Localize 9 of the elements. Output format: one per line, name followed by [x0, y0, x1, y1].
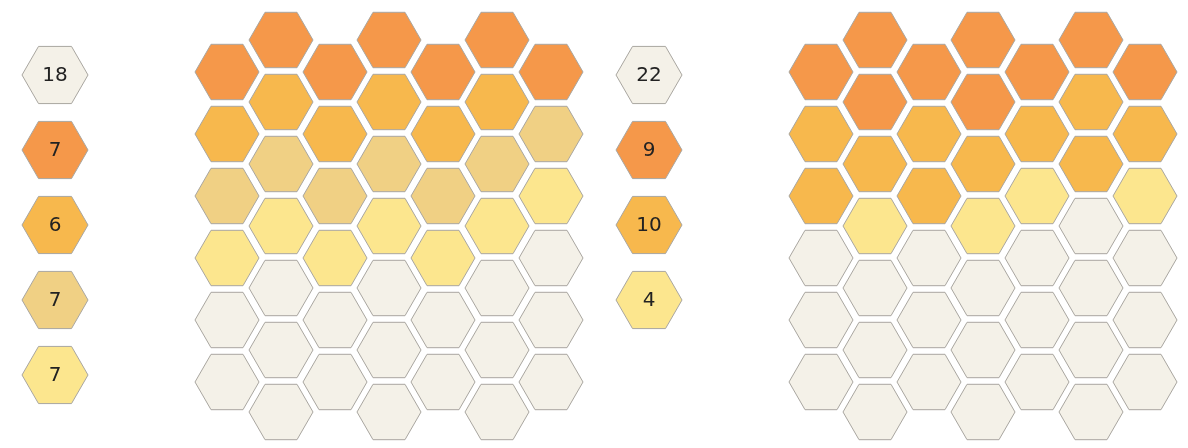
data-label: 9 [642, 137, 656, 162]
data-label: 18 [42, 62, 68, 87]
data-label: 6 [48, 212, 62, 237]
data-label: 4 [642, 287, 656, 312]
data-label: 10 [636, 212, 662, 237]
data-label: 7 [48, 362, 62, 387]
data-label: 7 [48, 137, 62, 162]
data-label: 22 [636, 62, 662, 87]
data-label: 7 [48, 287, 62, 312]
